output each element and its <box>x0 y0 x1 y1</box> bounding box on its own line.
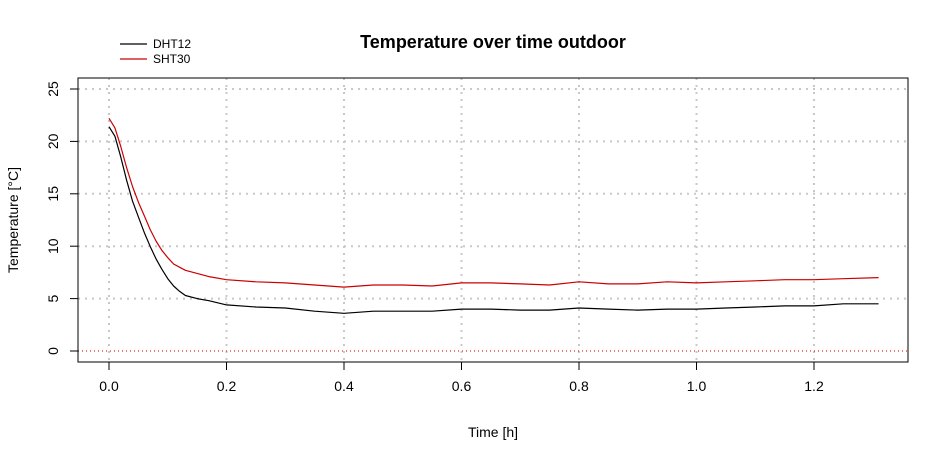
y-axis-label: Temperature [°C] <box>5 167 21 273</box>
x-tick-label: 0.0 <box>99 378 119 394</box>
y-tick-label: 20 <box>45 133 61 149</box>
x-axis-label: Time [h] <box>468 424 518 440</box>
y-axis: 0 5 10 15 20 25 <box>45 81 79 355</box>
y-tick-label: 15 <box>45 186 61 202</box>
series-lines <box>108 117 879 314</box>
x-tick-label: 0.8 <box>569 378 589 394</box>
y-tick-label: 0 <box>45 347 61 355</box>
x-axis: 0.0 0.2 0.4 0.6 0.8 1.0 1.2 <box>99 361 824 394</box>
chart-title: Temperature over time outdoor <box>360 32 626 52</box>
plot-frame <box>77 77 909 363</box>
x-tick-label: 1.0 <box>687 378 707 394</box>
series-line-sht30 <box>108 117 879 288</box>
x-tick-label: 1.2 <box>804 378 824 394</box>
y-tick-label: 25 <box>45 81 61 97</box>
legend-label-dht12: DHT12 <box>153 37 191 51</box>
x-tick-label: 0.2 <box>217 378 237 394</box>
series-line-dht12 <box>108 126 879 314</box>
grid-lines <box>78 78 908 362</box>
legend-label-sht30: SHT30 <box>153 52 191 66</box>
x-tick-label: 0.4 <box>334 378 354 394</box>
x-tick-label: 0.6 <box>452 378 472 394</box>
y-tick-label: 10 <box>45 238 61 254</box>
y-tick-label: 5 <box>45 294 61 302</box>
